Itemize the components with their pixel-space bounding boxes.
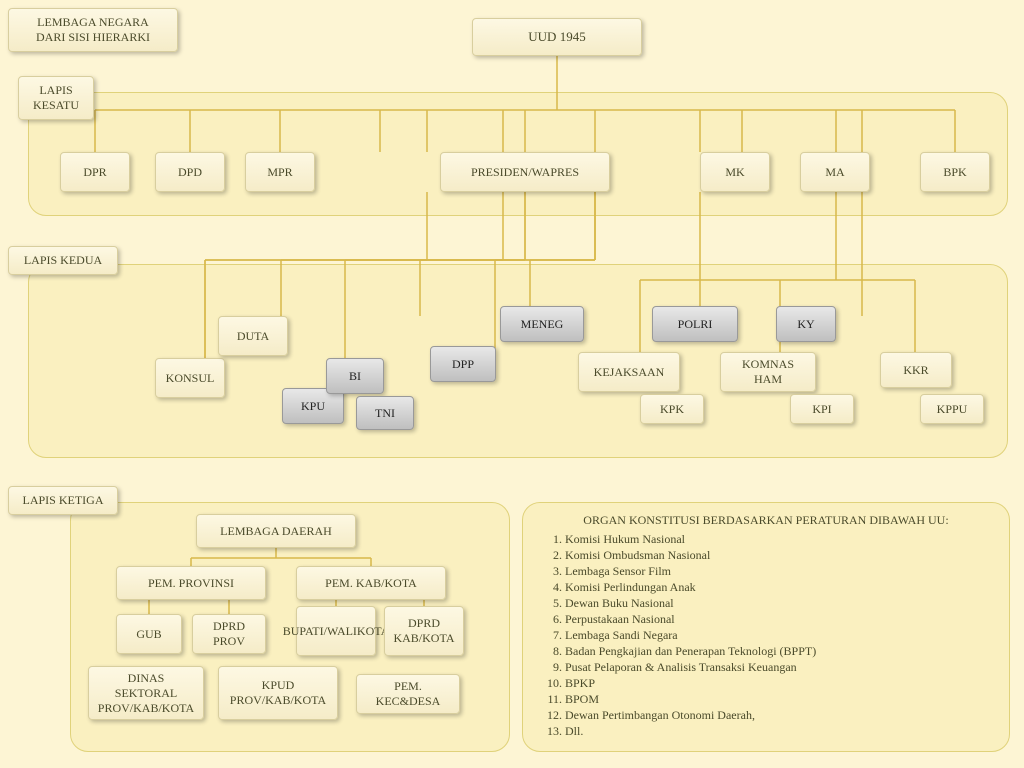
l1-bpk: BPK <box>920 152 990 192</box>
l1-mpr: MPR <box>245 152 315 192</box>
l2-polri: POLRI <box>652 306 738 342</box>
l2-ky: KY <box>776 306 836 342</box>
l2-konsul: KONSUL <box>155 358 225 398</box>
institutions-item: Lembaga Sensor Film <box>565 564 995 579</box>
l3-pem-provinsi: PEM. PROVINSI <box>116 566 266 600</box>
institutions-item: Dewan Buku Nasional <box>565 596 995 611</box>
l2-dpp: DPP <box>430 346 496 382</box>
root-uud1945: UUD 1945 <box>472 18 642 56</box>
label-lapis-kesatu: LAPIS KESATU <box>18 76 94 120</box>
l1-mk: MK <box>700 152 770 192</box>
institutions-list: Komisi Hukum NasionalKomisi Ombudsman Na… <box>537 532 995 739</box>
l3-bupati: BUPATI/WALIKOTA <box>296 606 376 656</box>
panel-layer-3-right: ORGAN KONSTITUSI BERDASARKAN PERATURAN D… <box>522 502 1010 752</box>
l3-pem-kecdesa: PEM. KEC&DESA <box>356 674 460 714</box>
l1-dpd: DPD <box>155 152 225 192</box>
institutions-item: Dll. <box>565 724 995 739</box>
l1-dpr: DPR <box>60 152 130 192</box>
l2-kejaksaan: KEJAKSAAN <box>578 352 680 392</box>
l3-kpud: KPUD PROV/KAB/KOTA <box>218 666 338 720</box>
l3-dprd-prov: DPRD PROV <box>192 614 266 654</box>
l3-pem-kabkota: PEM. KAB/KOTA <box>296 566 446 600</box>
institutions-item: Lembaga Sandi Negara <box>565 628 995 643</box>
l1-presiden: PRESIDEN/WAPRES <box>440 152 610 192</box>
l2-duta: DUTA <box>218 316 288 356</box>
l2-kpi: KPI <box>790 394 854 424</box>
l3-lembaga-daerah: LEMBAGA DAERAH <box>196 514 356 548</box>
l1-ma: MA <box>800 152 870 192</box>
institutions-title: ORGAN KONSTITUSI BERDASARKAN PERATURAN D… <box>537 513 995 528</box>
l3-dprd-kab: DPRD KAB/KOTA <box>384 606 464 656</box>
label-lapis-ketiga: LAPIS KETIGA <box>8 486 118 515</box>
l2-meneg: MENEG <box>500 306 584 342</box>
institutions-item: Badan Pengkajian dan Penerapan Teknologi… <box>565 644 995 659</box>
l2-kkr: KKR <box>880 352 952 388</box>
institutions-item: Dewan Pertimbangan Otonomi Daerah, <box>565 708 995 723</box>
l2-komnasham: KOMNAS HAM <box>720 352 816 392</box>
institutions-item: Pusat Pelaporan & Analisis Transaksi Keu… <box>565 660 995 675</box>
institutions-item: Perpustakaan Nasional <box>565 612 995 627</box>
institutions-item: BPKP <box>565 676 995 691</box>
institutions-item: Komisi Hukum Nasional <box>565 532 995 547</box>
l2-bi: BI <box>326 358 384 394</box>
institutions-item: Komisi Ombudsman Nasional <box>565 548 995 563</box>
l3-gub: GUB <box>116 614 182 654</box>
l2-kpk: KPK <box>640 394 704 424</box>
l2-kppu: KPPU <box>920 394 984 424</box>
institutions-item: BPOM <box>565 692 995 707</box>
l3-dinas: DINAS SEKTORAL PROV/KAB/KOTA <box>88 666 204 720</box>
label-lapis-kedua: LAPIS KEDUA <box>8 246 118 275</box>
l2-tni: TNI <box>356 396 414 430</box>
institutions-item: Komisi Perlindungan Anak <box>565 580 995 595</box>
header-title: LEMBAGA NEGARA DARI SISI HIERARKI <box>8 8 178 52</box>
